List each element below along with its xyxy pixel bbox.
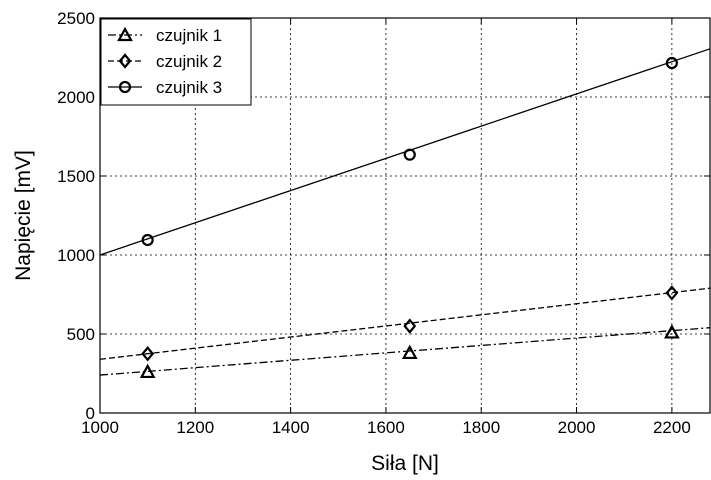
legend-marker xyxy=(117,26,133,42)
y-tick-label: 500 xyxy=(67,325,95,344)
tick-marks xyxy=(99,17,710,414)
series-2-line xyxy=(99,287,711,360)
y-tick-label: 0 xyxy=(86,404,95,423)
y-tick-label: 2000 xyxy=(57,88,95,107)
y-tick-label: 1000 xyxy=(57,246,95,265)
series-1-line xyxy=(99,327,711,376)
y-tick-label: 1500 xyxy=(57,167,95,186)
series-3-point xyxy=(665,56,678,70)
legend-label: czujnik 3 xyxy=(156,78,222,97)
legend-marker xyxy=(118,53,132,69)
legend-label: czujnik 1 xyxy=(156,26,222,45)
legend-marker xyxy=(118,80,132,94)
y-tick-label: 2500 xyxy=(57,9,95,28)
x-tick-label: 1200 xyxy=(176,418,214,437)
series-1-point xyxy=(139,363,156,379)
x-tick-labels: 1000 1200 1400 1600 1800 2000 2200 xyxy=(81,418,691,437)
data-markers xyxy=(139,56,680,379)
legend: czujnik 1 czujnik 2 czujnik 3 xyxy=(100,18,252,106)
x-axis-label: Siła [N] xyxy=(371,452,439,475)
series-1-point xyxy=(664,324,680,339)
x-tick-label: 1600 xyxy=(367,418,405,437)
x-tick-label: 2000 xyxy=(558,418,596,437)
x-tick-label: 1400 xyxy=(272,418,310,437)
x-tick-label: 1000 xyxy=(81,418,119,437)
y-axis-label: Napięcie [mV] xyxy=(12,150,35,281)
plot-frame xyxy=(99,17,711,414)
series-2-point xyxy=(403,318,417,334)
series-3-point xyxy=(141,233,154,247)
x-tick-label: 1800 xyxy=(462,418,500,437)
y-tick-labels: 0 500 1000 1500 2000 2500 xyxy=(57,9,95,423)
series-2-point xyxy=(665,285,679,301)
series-3-point xyxy=(403,148,416,161)
series-1-point xyxy=(401,344,418,360)
legend-box xyxy=(100,18,252,106)
series-2-point xyxy=(141,346,155,362)
x-tick-label: 2200 xyxy=(653,418,691,437)
legend-label: czujnik 2 xyxy=(156,52,222,71)
